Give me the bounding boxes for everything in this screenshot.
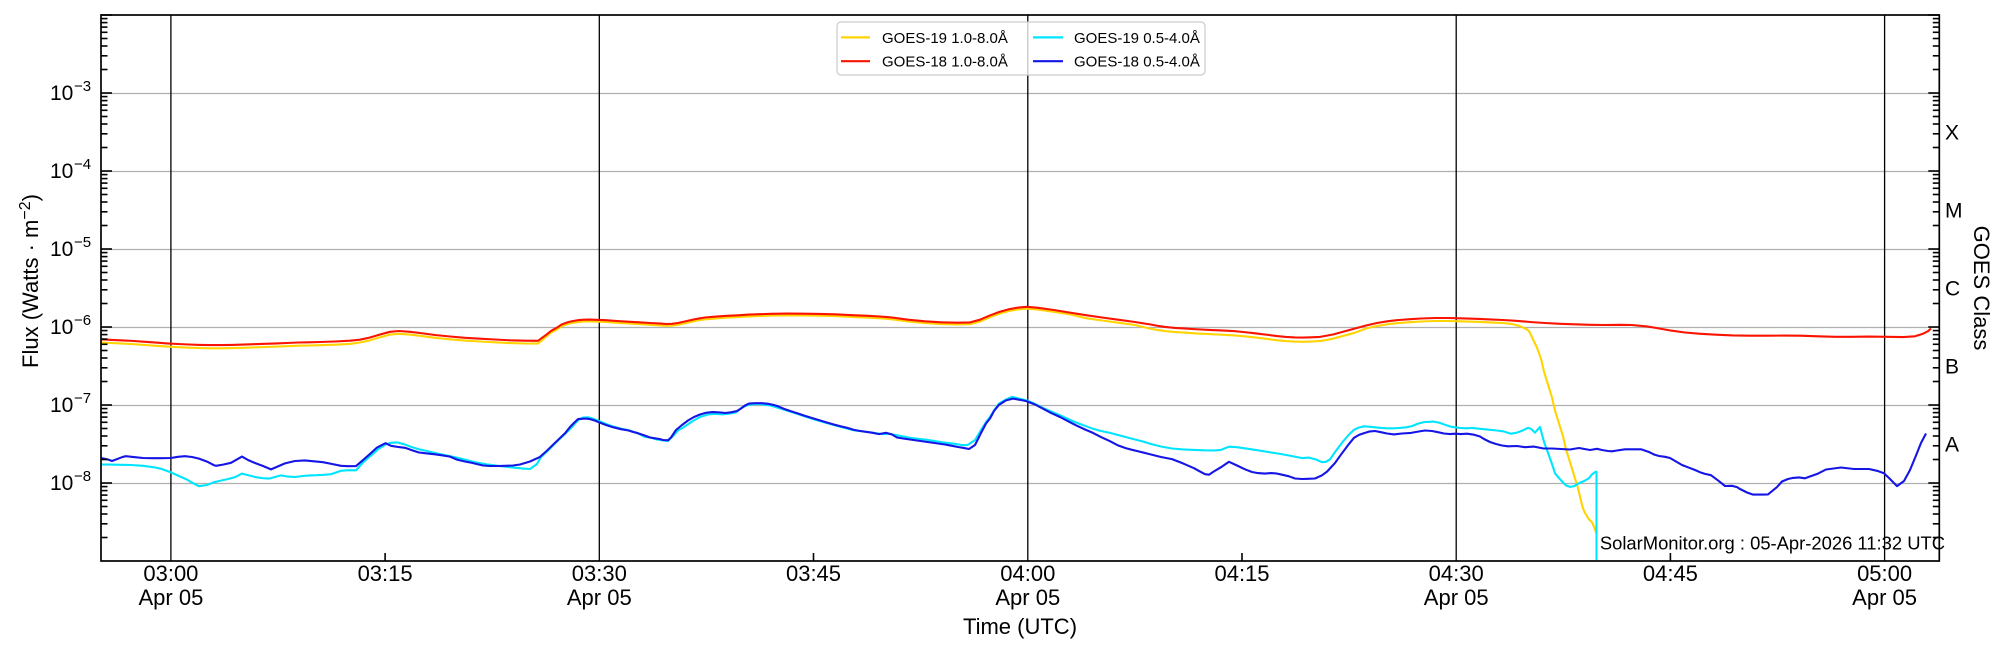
svg-text:10: 10 [50, 394, 73, 417]
svg-text:03:45: 03:45 [786, 561, 841, 586]
svg-text:−6: −6 [74, 312, 91, 329]
svg-text:04:30: 04:30 [1429, 561, 1484, 586]
svg-text:10: 10 [50, 160, 73, 183]
svg-text:Apr 05: Apr 05 [995, 585, 1060, 610]
svg-text:GOES-18 1.0-8.0Å: GOES-18 1.0-8.0Å [882, 54, 1008, 71]
svg-text:04:15: 04:15 [1214, 561, 1269, 586]
svg-text:−4: −4 [74, 156, 91, 173]
svg-text:10: 10 [50, 472, 73, 495]
svg-text:SolarMonitor.org : 05-Apr-2026: SolarMonitor.org : 05-Apr-2026 11:32 UTC [1600, 533, 1945, 554]
svg-text:M: M [1945, 200, 1963, 223]
svg-text:Apr 05: Apr 05 [138, 585, 203, 610]
svg-text:10: 10 [50, 82, 73, 105]
svg-text:Apr 05: Apr 05 [567, 585, 632, 610]
svg-text:GOES-19 0.5-4.0Å: GOES-19 0.5-4.0Å [1074, 30, 1200, 47]
svg-text:05:00: 05:00 [1857, 561, 1912, 586]
svg-text:B: B [1945, 356, 1959, 379]
svg-text:X: X [1945, 122, 1959, 145]
svg-text:Flux (Watts · m−2): Flux (Watts · m−2) [17, 194, 43, 368]
svg-text:−3: −3 [74, 78, 91, 95]
svg-text:Apr 05: Apr 05 [1852, 585, 1917, 610]
svg-text:−8: −8 [74, 468, 91, 485]
svg-text:C: C [1945, 278, 1960, 301]
svg-text:03:15: 03:15 [358, 561, 413, 586]
svg-text:03:00: 03:00 [143, 561, 198, 586]
svg-text:Apr 05: Apr 05 [1424, 585, 1489, 610]
svg-text:GOES-18 0.5-4.0Å: GOES-18 0.5-4.0Å [1074, 54, 1200, 71]
svg-text:10: 10 [50, 238, 73, 261]
svg-text:04:00: 04:00 [1000, 561, 1055, 586]
svg-text:03:30: 03:30 [572, 561, 627, 586]
svg-text:GOES-19 1.0-8.0Å: GOES-19 1.0-8.0Å [882, 30, 1008, 47]
svg-text:−5: −5 [74, 234, 91, 251]
svg-text:GOES Class: GOES Class [1969, 226, 1994, 351]
svg-text:04:45: 04:45 [1643, 561, 1698, 586]
svg-text:−7: −7 [74, 390, 91, 407]
svg-text:A: A [1945, 434, 1959, 457]
svg-text:10: 10 [50, 316, 73, 339]
svg-text:Time (UTC): Time (UTC) [963, 614, 1077, 639]
